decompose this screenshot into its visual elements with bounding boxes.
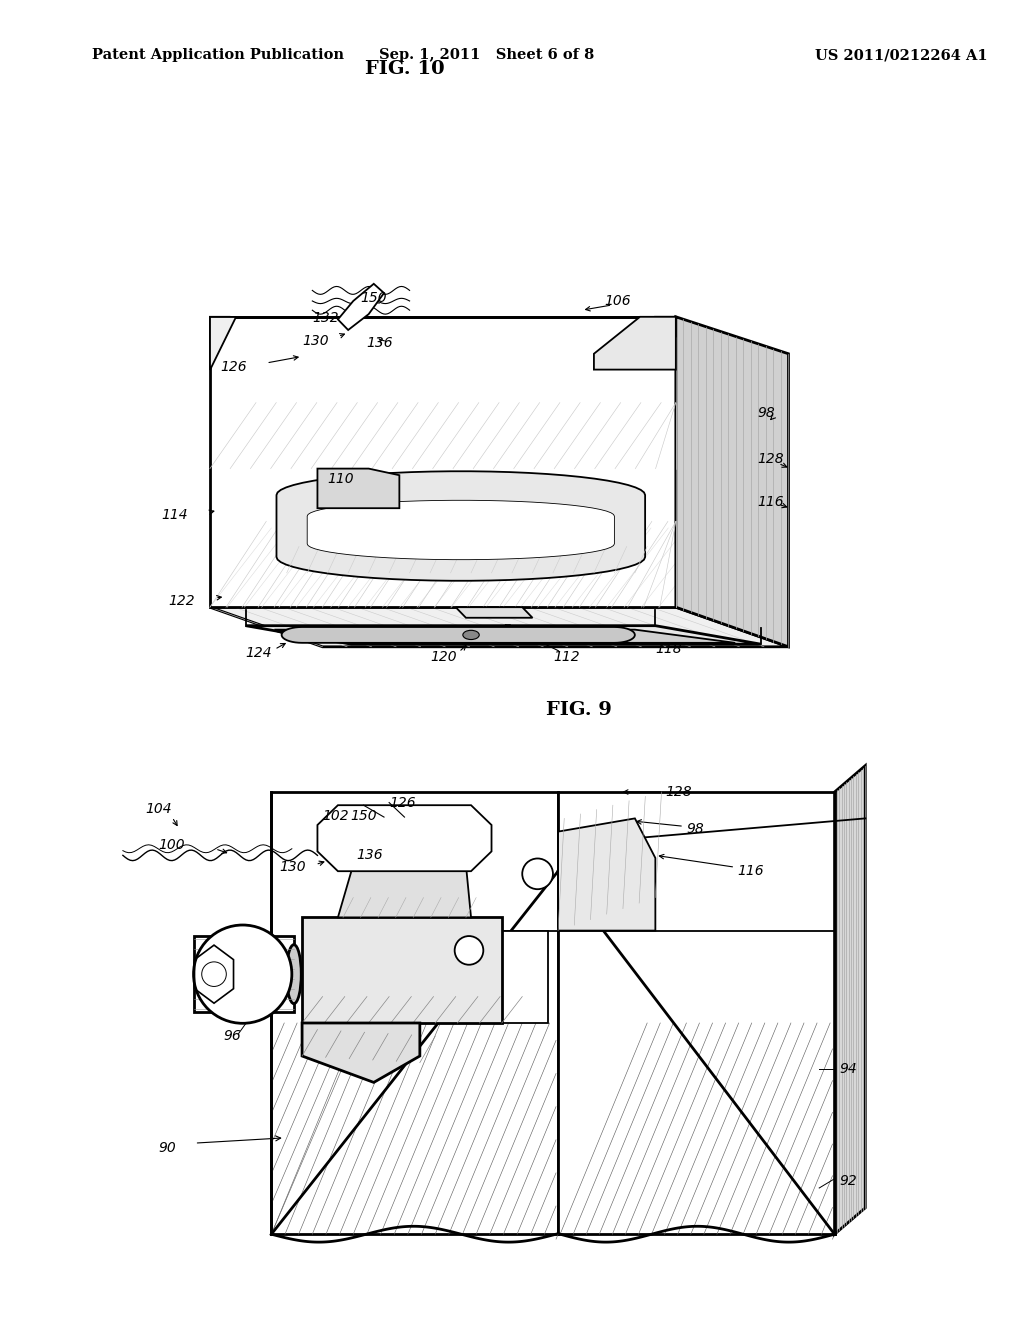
Polygon shape [246,626,761,644]
Text: 130: 130 [302,334,329,347]
Circle shape [194,925,292,1023]
Text: 90: 90 [159,1142,176,1155]
Text: FIG. 9: FIG. 9 [546,701,611,719]
Text: 130: 130 [280,861,306,874]
Text: 98: 98 [758,407,775,420]
Text: 132: 132 [312,312,339,325]
Polygon shape [338,284,384,330]
Text: 126: 126 [220,360,247,374]
Text: 110: 110 [328,473,354,486]
Text: US 2011/0212264 A1: US 2011/0212264 A1 [815,49,987,62]
Text: Patent Application Publication: Patent Application Publication [92,49,344,62]
Text: 116: 116 [737,865,764,878]
Polygon shape [364,931,548,1023]
Polygon shape [594,317,676,370]
Ellipse shape [463,631,479,639]
Circle shape [522,858,553,890]
Ellipse shape [287,945,301,1003]
Text: 150: 150 [350,809,377,822]
Polygon shape [317,805,492,871]
Text: 100: 100 [159,838,185,851]
Text: 122: 122 [168,594,195,607]
Text: 106: 106 [604,294,631,308]
Polygon shape [302,1023,420,1082]
Polygon shape [210,317,230,343]
Text: 128: 128 [758,453,784,466]
Polygon shape [655,317,676,351]
Polygon shape [271,792,558,1234]
Polygon shape [456,607,532,618]
Text: 102: 102 [323,809,349,822]
Text: 98: 98 [686,822,703,836]
Text: 94: 94 [840,1063,857,1076]
Text: 92: 92 [840,1175,857,1188]
Polygon shape [338,818,471,917]
Text: 96: 96 [223,1030,241,1043]
Text: 120: 120 [430,651,457,664]
Polygon shape [558,818,655,931]
Polygon shape [302,917,502,1023]
Polygon shape [210,317,676,607]
Text: 104: 104 [145,803,172,816]
Polygon shape [194,936,294,1012]
Polygon shape [317,469,399,508]
Text: 136: 136 [356,849,383,862]
Polygon shape [676,317,788,647]
Polygon shape [282,627,635,643]
Polygon shape [274,630,735,643]
Text: Sep. 1, 2011   Sheet 6 of 8: Sep. 1, 2011 Sheet 6 of 8 [379,49,594,62]
Text: 126: 126 [389,796,416,809]
Polygon shape [210,607,788,647]
Polygon shape [307,500,614,560]
Polygon shape [210,317,236,370]
Polygon shape [835,766,865,1234]
Text: 118: 118 [655,643,682,656]
Text: 150: 150 [360,292,387,305]
Polygon shape [558,792,835,1234]
Text: 136: 136 [367,337,393,350]
Text: 116: 116 [758,495,784,508]
Text: 112: 112 [553,651,580,664]
Text: 124: 124 [246,647,272,660]
Text: 128: 128 [666,785,692,799]
Text: 114: 114 [162,508,188,521]
Polygon shape [276,471,645,581]
Circle shape [455,936,483,965]
Text: FIG. 10: FIG. 10 [365,59,444,78]
